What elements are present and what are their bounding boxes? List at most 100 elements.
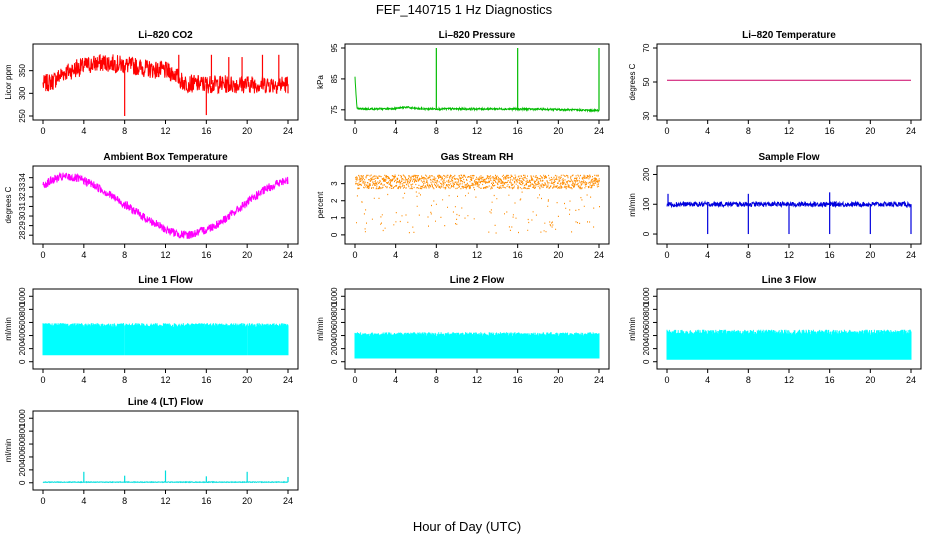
- x-tick-label: 16: [513, 126, 523, 136]
- panel-ylabel: kPa: [316, 75, 325, 89]
- panel-ylabel: Licor ppm: [4, 64, 13, 99]
- x-tick-label: 16: [201, 250, 211, 260]
- panel-ylabel: ml/min: [628, 317, 637, 341]
- x-tick-label: 8: [746, 126, 751, 136]
- x-tick-label: 8: [434, 375, 439, 385]
- x-tick-label: 20: [242, 250, 252, 260]
- panel-ylabel: ml/min: [628, 193, 637, 217]
- y-tick-label: 200: [18, 463, 27, 477]
- x-tick-label: 24: [906, 375, 916, 385]
- x-tick-label: 24: [594, 126, 604, 136]
- series-fill: [354, 332, 600, 359]
- x-tick-label: 4: [81, 375, 86, 385]
- panel-title: Line 2 Flow: [450, 275, 505, 286]
- panel-title: Li–820 Temperature: [742, 30, 836, 41]
- data-layer: [354, 48, 600, 113]
- panel-title: Li–820 CO2: [138, 30, 193, 41]
- series-line: [354, 76, 600, 113]
- y-tick-label: 200: [642, 167, 651, 181]
- x-tick-label: 24: [283, 496, 293, 506]
- x-tick-label: 4: [705, 375, 710, 385]
- y-tick-label: 33: [18, 182, 27, 191]
- x-tick-label: 20: [242, 126, 252, 136]
- y-tick-label: 1000: [18, 409, 27, 427]
- x-tick-label: 16: [825, 126, 835, 136]
- chart-panel-4: Ambient Box Temperature degrees C 0 4 8 12 16 2…: [4, 152, 299, 260]
- x-tick-label: 12: [472, 250, 482, 260]
- x-tick-label: 16: [201, 496, 211, 506]
- x-tick-label: 24: [906, 250, 916, 260]
- data-layer: [355, 174, 600, 234]
- y-tick-label: 31: [18, 201, 27, 210]
- panel-frame: [32, 43, 299, 121]
- x-tick-label: 4: [393, 126, 398, 136]
- y-tick-label: 1000: [642, 287, 651, 305]
- x-tick-label: 20: [865, 250, 875, 260]
- y-tick-label: 0: [642, 231, 651, 236]
- y-tick-label: 200: [330, 341, 339, 355]
- x-tick-label: 24: [283, 126, 293, 136]
- series-line: [42, 171, 289, 239]
- x-tick-label: 20: [553, 126, 563, 136]
- y-tick-label: 50: [642, 77, 651, 86]
- y-tick-label: 75: [330, 105, 339, 114]
- x-tick-label: 4: [81, 126, 86, 136]
- y-tick-label: 29: [18, 221, 27, 230]
- chart-panel-3: Li–820 Temperature degrees C 0 4 8 12 16 20 24 30…: [628, 30, 922, 136]
- panel-title: Line 4 (LT) Flow: [128, 397, 204, 408]
- series-fill: [42, 323, 289, 356]
- x-tick-label: 20: [553, 250, 563, 260]
- x-tick-label: 24: [594, 375, 604, 385]
- x-tick-label: 0: [40, 496, 45, 506]
- y-tick-label: 0: [18, 359, 27, 364]
- x-tick-label: 0: [664, 375, 669, 385]
- panel-title: Line 1 Flow: [138, 275, 193, 286]
- x-tick-label: 20: [242, 375, 252, 385]
- panel-title: Ambient Box Temperature: [103, 152, 228, 163]
- panel-ylabel: degrees C: [628, 63, 637, 100]
- chart-panel-7: Line 1 Flow ml/min 0 4 8 12 16 20 24 0 20040060080…: [4, 275, 299, 385]
- data-layer: [42, 54, 289, 116]
- x-tick-label: 24: [283, 250, 293, 260]
- y-tick-label: 1000: [18, 287, 27, 305]
- y-tick-label: 400: [18, 450, 27, 464]
- x-tick-label: 8: [122, 375, 127, 385]
- x-tick-label: 8: [746, 375, 751, 385]
- x-tick-label: 12: [472, 126, 482, 136]
- x-tick-label: 4: [705, 126, 710, 136]
- panel-ylabel: ml/min: [4, 439, 13, 463]
- x-tick-label: 4: [393, 250, 398, 260]
- x-tick-label: 20: [242, 496, 252, 506]
- x-tick-label: 4: [81, 496, 86, 506]
- panel-frame: [32, 165, 299, 245]
- x-tick-label: 12: [160, 126, 170, 136]
- y-tick-label: 70: [642, 43, 651, 52]
- x-tick-label: 0: [40, 126, 45, 136]
- x-tick-label: 20: [865, 126, 875, 136]
- data-layer: [666, 192, 912, 235]
- y-tick-label: 600: [18, 315, 27, 329]
- y-tick-label: 400: [18, 328, 27, 342]
- y-tick-label: 85: [330, 74, 339, 83]
- panel-ylabel: ml/min: [316, 317, 325, 341]
- chart-panel-8: Line 2 Flow ml/min 0 4 8 12 16 20 24 0 20040060080…: [316, 275, 610, 385]
- y-tick-label: 34: [18, 173, 27, 182]
- x-tick-label: 0: [352, 126, 357, 136]
- data-layer: [42, 323, 289, 356]
- x-tick-label: 24: [594, 250, 604, 260]
- x-tick-label: 24: [283, 375, 293, 385]
- data-layer: [42, 171, 289, 239]
- x-tick-label: 4: [393, 375, 398, 385]
- x-tick-label: 24: [906, 126, 916, 136]
- y-tick-label: 30: [642, 111, 651, 120]
- y-tick-label: 600: [18, 437, 27, 451]
- x-tick-label: 20: [553, 375, 563, 385]
- y-tick-label: 100: [642, 197, 651, 211]
- panel-ylabel: ml/min: [4, 317, 13, 341]
- y-tick-label: 1: [330, 215, 339, 220]
- y-tick-label: 200: [642, 341, 651, 355]
- x-tick-label: 0: [352, 375, 357, 385]
- data-layer: [666, 329, 912, 360]
- y-tick-label: 1000: [330, 287, 339, 305]
